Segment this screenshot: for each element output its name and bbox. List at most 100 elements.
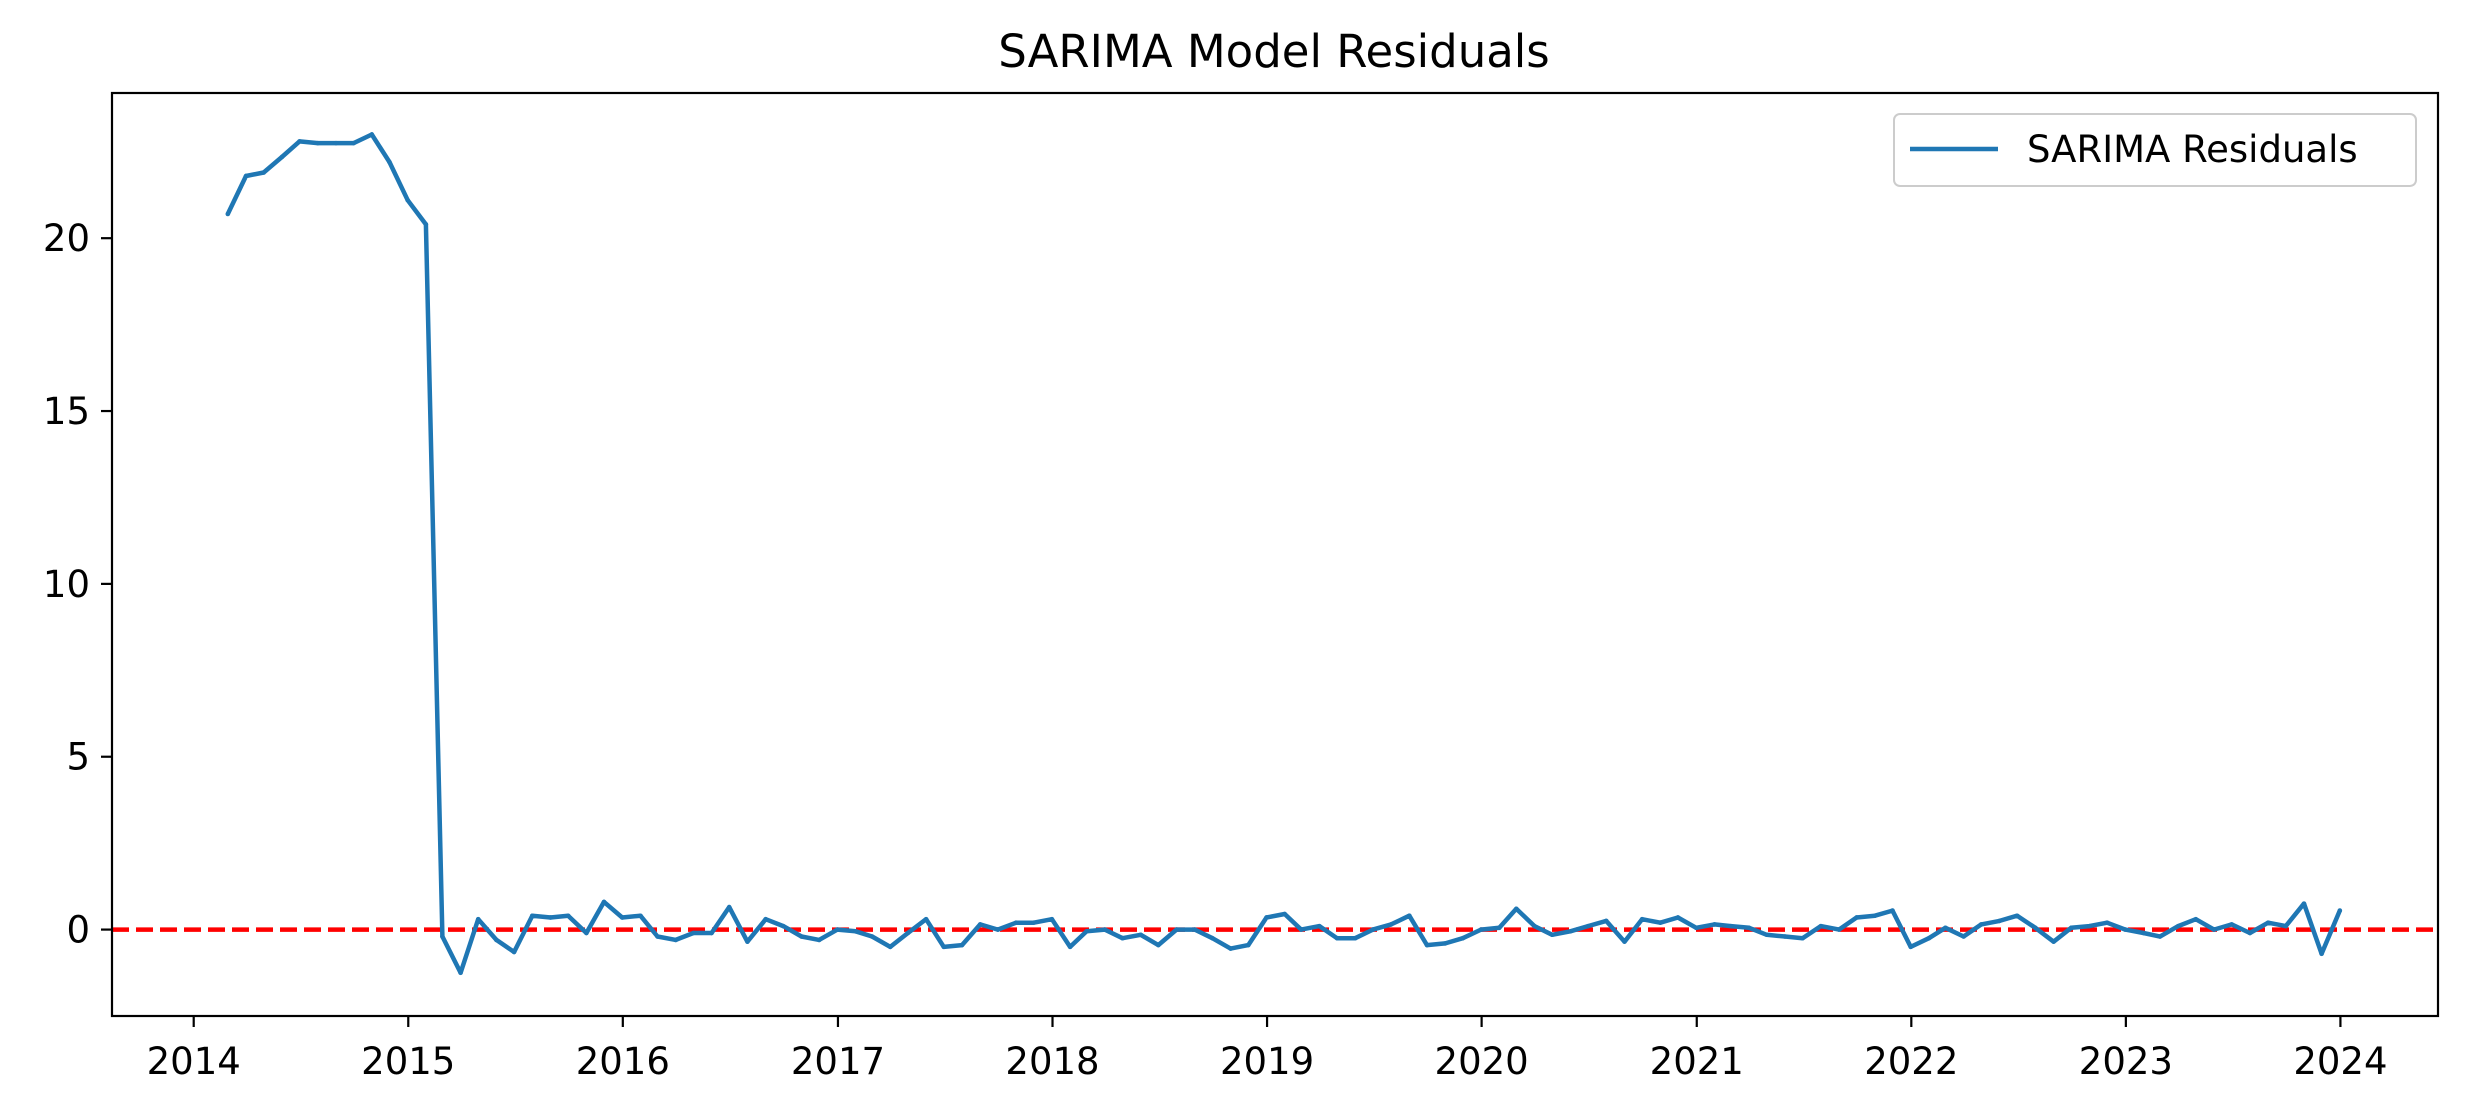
legend-box [1893, 113, 2417, 187]
data-point [941, 944, 947, 950]
data-point [2193, 916, 2199, 922]
y-tick-label: 15 [43, 390, 90, 433]
data-point [1622, 939, 1627, 944]
x-tick-label: 2019 [1220, 1040, 1314, 1083]
data-point [1298, 927, 1304, 932]
data-point [511, 949, 517, 955]
data-point [1978, 922, 1984, 927]
data-point [1549, 932, 1555, 938]
chart-title: SARIMA Model Residuals [998, 25, 1550, 78]
data-point [1407, 913, 1412, 919]
axes-frame [110, 91, 2440, 1018]
data-point [1908, 944, 1914, 950]
x-tick-label: 2020 [1435, 1040, 1529, 1083]
data-point [1658, 920, 1663, 925]
data-point [1496, 925, 1502, 931]
data-point [529, 913, 535, 919]
data-point [1460, 935, 1466, 941]
data-point [780, 923, 786, 929]
data-point [1228, 946, 1233, 951]
data-point [816, 937, 822, 943]
data-point [1138, 932, 1143, 938]
data-point [1568, 929, 1573, 934]
data-point [1388, 922, 1394, 927]
data-point [565, 913, 571, 919]
data-point [475, 916, 481, 922]
data-point [2014, 913, 2020, 919]
data-point [1854, 915, 1859, 920]
data-point [745, 939, 750, 944]
data-point [1120, 935, 1125, 941]
data-point [1264, 915, 1269, 920]
legend-label: SARIMA Residuals [2027, 128, 2358, 171]
data-point [2175, 923, 2181, 929]
x-tick-label: 2014 [147, 1040, 241, 1083]
data-point [2283, 923, 2289, 929]
data-point [1049, 916, 1055, 922]
data-point [601, 899, 607, 905]
data-point [315, 140, 321, 146]
data-point [977, 922, 983, 927]
data-point [369, 132, 375, 137]
data-point [1890, 908, 1895, 913]
data-point [1352, 935, 1358, 941]
data-point [1192, 927, 1198, 932]
data-point [619, 915, 625, 920]
data-point [297, 139, 302, 144]
data-point [1317, 923, 1322, 929]
data-point [405, 197, 410, 203]
data-point [548, 915, 553, 920]
data-point [1782, 934, 1788, 939]
data-point [853, 929, 858, 934]
x-tick-label: 2016 [576, 1040, 670, 1083]
data-point [1013, 920, 1019, 925]
data-point [2247, 930, 2253, 936]
data-point [1031, 920, 1037, 925]
data-point [2087, 923, 2092, 929]
data-point [638, 913, 643, 919]
data-point [1102, 927, 1108, 932]
data-point [458, 970, 463, 976]
data-point [1639, 916, 1645, 922]
y-tick-label: 0 [66, 909, 90, 952]
data-point [2319, 951, 2324, 957]
data-point [995, 927, 1001, 932]
data-point [2141, 930, 2146, 936]
data-point [1210, 935, 1215, 941]
data-point [2265, 920, 2271, 925]
x-tick-label: 2017 [791, 1040, 885, 1083]
data-point [1603, 918, 1609, 924]
data-point [1800, 935, 1805, 941]
data-point [1532, 923, 1537, 929]
data-point [1712, 922, 1717, 927]
data-point [351, 140, 356, 146]
data-point [1728, 923, 1734, 929]
data-point [709, 930, 714, 936]
data-point [1442, 941, 1448, 946]
data-point [1282, 911, 1287, 917]
y-tick-label: 20 [43, 217, 90, 260]
data-point [2033, 925, 2038, 931]
data-point [494, 937, 499, 943]
data-point [2229, 922, 2234, 927]
series-points [225, 132, 2343, 976]
data-point [1478, 927, 1484, 932]
data-point [2211, 927, 2217, 932]
x-tick-label: 2018 [1005, 1040, 1099, 1083]
data-point [423, 222, 429, 227]
data-point [1675, 915, 1681, 920]
data-point [1334, 935, 1340, 941]
data-point [1585, 923, 1591, 929]
data-point [2051, 939, 2056, 944]
legend: SARIMA Residuals [1893, 113, 2417, 187]
y-tick-label: 10 [43, 563, 90, 606]
data-point [799, 934, 804, 939]
data-point [673, 937, 679, 943]
data-point [1872, 913, 1878, 919]
data-point [1067, 944, 1073, 950]
data-point [1818, 923, 1824, 929]
x-axis-ticks: 2014 2015 2016 2017 2018 2019 2020 2021 2022 2023… [147, 1016, 2388, 1083]
data-point [584, 930, 589, 936]
